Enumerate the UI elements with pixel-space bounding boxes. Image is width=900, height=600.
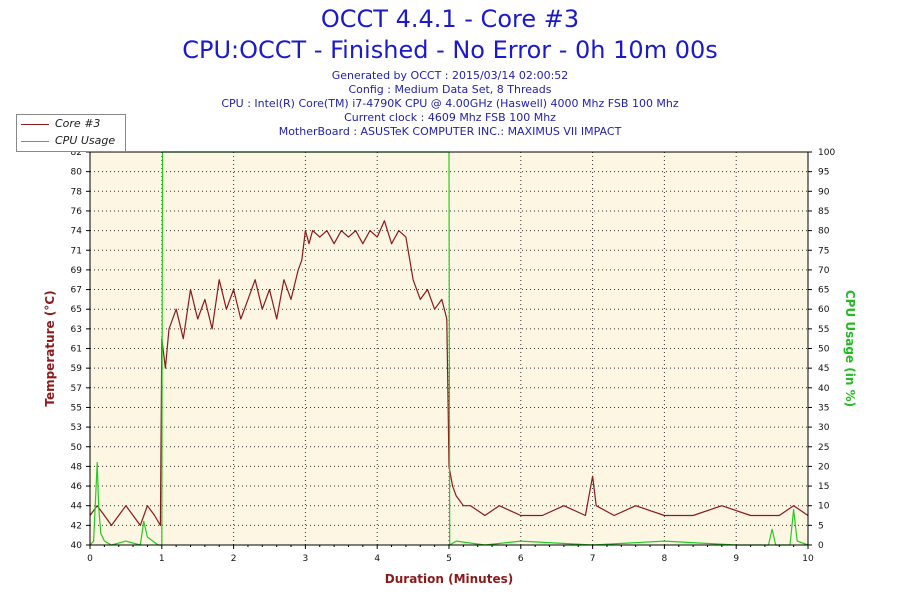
x-tick-label: 0 — [87, 554, 93, 564]
y-right-tick-label: 10 — [818, 502, 830, 512]
y-left-tick-label: 63 — [71, 325, 82, 335]
x-tick-label: 10 — [802, 554, 814, 564]
legend-item-core: Core #3 — [21, 116, 100, 132]
y-left-tick-label: 67 — [71, 286, 82, 296]
y-right-tick-label: 30 — [818, 423, 830, 433]
x-axis-title: Duration (Minutes) — [385, 572, 513, 586]
y-right-tick-label: 100 — [818, 148, 835, 158]
legend-item-usage: CPU Usage — [21, 133, 115, 149]
y-right-tick-label: 25 — [818, 443, 829, 453]
y-right-tick-label: 20 — [818, 462, 830, 472]
y-left-tick-label: 82 — [71, 148, 82, 158]
info-clock: Current clock : 4609 Mhz FSB 100 Mhz — [344, 111, 556, 124]
y-left-tick-label: 42 — [71, 521, 82, 531]
y-right-tick-label: 75 — [818, 246, 829, 256]
axes: 0 1 2 3 4 5 6 7 8 9 104042444648505355575961636567… — [43, 148, 857, 586]
y-right-tick-label: 40 — [818, 384, 830, 394]
y-right-tick-label: 35 — [818, 403, 829, 413]
x-tick-label: 8 — [662, 554, 668, 564]
y-left-tick-label: 57 — [71, 384, 82, 394]
y-right-tick-label: 90 — [818, 187, 830, 197]
y-left-tick-label: 71 — [71, 246, 82, 256]
x-tick-label: 3 — [303, 554, 309, 564]
x-tick-label: 4 — [374, 554, 380, 564]
y-right-axis-title: CPU Usage (in %) — [843, 290, 857, 407]
legend-label-usage: CPU Usage — [55, 134, 116, 147]
legend: Core #3 CPU Usage — [16, 114, 126, 152]
y-right-tick-label: 65 — [818, 286, 829, 296]
x-tick-label: 2 — [231, 554, 237, 564]
y-left-tick-label: 55 — [71, 403, 82, 413]
y-right-tick-label: 85 — [818, 207, 829, 217]
y-right-tick-label: 70 — [818, 266, 830, 276]
y-right-tick-label: 95 — [818, 168, 829, 178]
y-left-tick-label: 61 — [71, 345, 82, 355]
y-right-tick-label: 50 — [818, 345, 830, 355]
legend-swatch-core — [21, 123, 49, 125]
x-tick-label: 1 — [159, 554, 165, 564]
y-left-tick-label: 46 — [71, 482, 83, 492]
y-left-axis-title: Temperature (°C) — [43, 290, 57, 406]
y-left-tick-label: 76 — [71, 207, 83, 217]
chart-subtitle: CPU:OCCT - Finished - No Error - 0h 10m … — [182, 36, 718, 64]
series-line-core — [89, 220, 809, 527]
y-right-tick-label: 60 — [818, 305, 830, 315]
legend-swatch-usage — [21, 140, 49, 142]
y-left-tick-label: 78 — [71, 187, 83, 197]
y-right-tick-label: 15 — [818, 482, 829, 492]
y-left-tick-label: 53 — [71, 423, 82, 433]
info-generated: Generated by OCCT : 2015/03/14 02:00:52 — [331, 69, 569, 82]
info-cpu: CPU : Intel(R) Core(TM) i7-4790K CPU @ 4… — [221, 97, 679, 110]
x-tick-label: 9 — [733, 554, 739, 564]
info-config: Config : Medium Data Set, 8 Threads — [348, 83, 552, 96]
y-left-tick-label: 69 — [71, 266, 83, 276]
y-right-tick-label: 0 — [818, 541, 824, 551]
y-left-tick-label: 44 — [71, 502, 83, 512]
y-right-tick-label: 55 — [818, 325, 829, 335]
y-left-tick-label: 65 — [71, 305, 82, 315]
y-right-tick-label: 80 — [818, 227, 830, 237]
info-motherboard: MotherBoard : ASUSTeK COMPUTER INC.: MAX… — [278, 125, 622, 138]
y-right-tick-label: 45 — [818, 364, 829, 374]
x-tick-label: 6 — [518, 554, 524, 564]
y-left-tick-label: 74 — [71, 227, 83, 237]
y-left-tick-label: 59 — [71, 364, 83, 374]
y-left-tick-label: 80 — [71, 168, 83, 178]
y-right-tick-label: 5 — [818, 521, 824, 531]
y-left-tick-label: 40 — [71, 541, 83, 551]
x-tick-label: 7 — [590, 554, 596, 564]
legend-label-core: Core #3 — [55, 117, 101, 130]
y-left-tick-label: 50 — [71, 443, 83, 453]
y-left-tick-label: 48 — [71, 462, 83, 472]
x-tick-label: 5 — [446, 554, 452, 564]
chart-title: OCCT 4.4.1 - Core #3 — [320, 5, 580, 33]
